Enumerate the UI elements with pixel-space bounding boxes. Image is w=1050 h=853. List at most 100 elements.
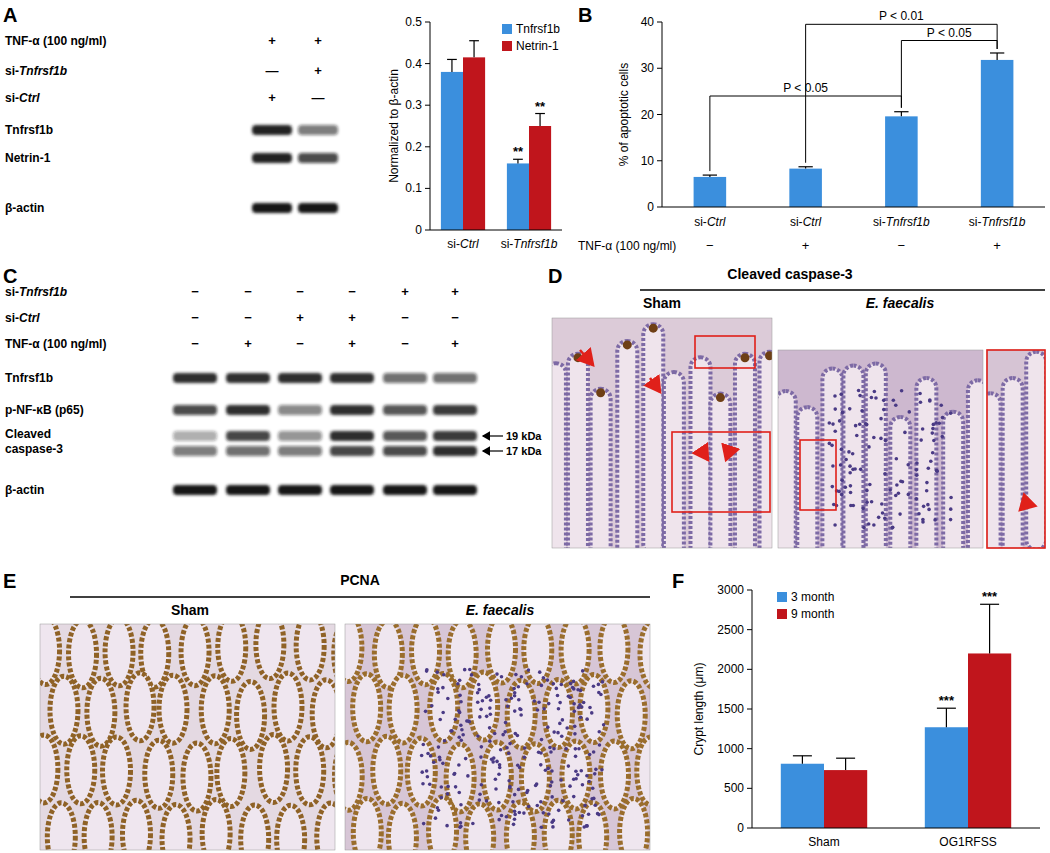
error-cap bbox=[836, 758, 855, 759]
infiltrate-cell bbox=[489, 712, 493, 716]
villus bbox=[664, 372, 684, 548]
condition-sign: − bbox=[191, 336, 199, 351]
infiltrate-cell bbox=[560, 683, 564, 687]
infiltrate-cell bbox=[844, 485, 848, 489]
blot-band bbox=[278, 405, 322, 415]
infiltrate-cell bbox=[425, 668, 429, 672]
infiltrate-cell bbox=[453, 718, 457, 722]
infiltrate-cell bbox=[517, 698, 521, 702]
infiltrate-cell bbox=[567, 818, 571, 822]
error-stem bbox=[901, 112, 902, 117]
infiltrate-cell bbox=[485, 715, 489, 719]
condition-sign: + bbox=[268, 90, 276, 105]
infiltrate-cell bbox=[550, 769, 554, 773]
micrograph-frame bbox=[552, 318, 772, 548]
infiltrate-cell bbox=[882, 399, 886, 403]
infiltrate-cell bbox=[600, 768, 604, 772]
infiltrate-cell bbox=[511, 800, 515, 804]
blot-band bbox=[330, 446, 374, 456]
crypt bbox=[483, 742, 511, 810]
infiltrate-cell bbox=[578, 703, 582, 707]
legend-label: 9 month bbox=[791, 607, 834, 621]
crypt bbox=[579, 802, 607, 850]
infiltrate-cell bbox=[527, 668, 531, 672]
comparison-label: P < 0.05 bbox=[927, 26, 972, 40]
condition-sign: + bbox=[314, 63, 322, 78]
infiltrate-cell bbox=[861, 507, 865, 511]
infiltrate-cell bbox=[461, 733, 465, 737]
infiltrate-cell bbox=[915, 473, 919, 477]
blot-band bbox=[383, 485, 427, 495]
y-tick bbox=[747, 629, 752, 630]
label-part: Ctrl bbox=[460, 237, 479, 251]
villus bbox=[1003, 378, 1023, 548]
treatment-sign: + bbox=[993, 238, 1001, 253]
panel-letter: F bbox=[672, 570, 684, 592]
infiltrate-cell bbox=[935, 469, 939, 473]
infiltrate-cell bbox=[934, 421, 938, 425]
stained-cell bbox=[649, 324, 658, 333]
infiltrate-cell bbox=[855, 434, 859, 438]
infiltrate-cell bbox=[849, 491, 853, 495]
infiltrate-cell bbox=[949, 496, 953, 500]
villus bbox=[1026, 352, 1045, 548]
group-label: Sham bbox=[643, 295, 681, 311]
error-stem bbox=[845, 758, 846, 770]
blot-band bbox=[433, 405, 477, 415]
infiltrate-cell bbox=[552, 819, 556, 823]
band-label: Netrin-1 bbox=[5, 151, 51, 165]
infiltrate-cell bbox=[857, 389, 861, 393]
infiltrate-cell bbox=[840, 493, 844, 497]
infiltrate-cell bbox=[525, 682, 529, 686]
crypt bbox=[122, 800, 150, 850]
error-stem bbox=[539, 114, 540, 126]
infiltrate-cell bbox=[420, 754, 424, 758]
crypt bbox=[620, 798, 648, 850]
infiltrate-cell bbox=[864, 422, 868, 426]
y-tick bbox=[747, 669, 752, 670]
infiltrate-cell bbox=[585, 717, 589, 721]
crypt bbox=[640, 624, 650, 688]
bar bbox=[781, 764, 824, 828]
crypt bbox=[600, 624, 628, 683]
condition-sign: — bbox=[312, 90, 325, 105]
infiltrate-cell bbox=[542, 707, 546, 711]
infiltrate-cell bbox=[422, 822, 426, 826]
error-bar bbox=[447, 59, 457, 71]
condition-sign: − bbox=[296, 336, 304, 351]
infiltrate-cell bbox=[931, 451, 935, 455]
infiltrate-cell bbox=[919, 438, 923, 442]
infiltrate-cell bbox=[518, 707, 522, 711]
infiltrate-cell bbox=[558, 701, 562, 705]
infiltrate-cell bbox=[497, 818, 501, 822]
y-tick-label: 0.3 bbox=[405, 98, 422, 112]
infiltrate-cell bbox=[949, 507, 953, 511]
y-tick bbox=[657, 160, 662, 161]
blot-band bbox=[383, 373, 427, 383]
label-line: caspase-3 bbox=[5, 442, 63, 456]
infiltrate-cell bbox=[571, 686, 575, 690]
infiltrate-cell bbox=[894, 403, 898, 407]
infiltrate-cell bbox=[505, 815, 509, 819]
crypt bbox=[183, 743, 211, 811]
condition-label: TNF-α (100 ng/ml) bbox=[5, 34, 106, 48]
micrograph-frame bbox=[40, 624, 335, 850]
infiltrate-cell bbox=[860, 409, 864, 413]
crypt bbox=[488, 624, 516, 683]
crypt bbox=[181, 624, 209, 686]
infiltrate-cell bbox=[459, 700, 463, 704]
infiltrate-cell bbox=[932, 439, 936, 443]
condition-sign: — bbox=[266, 63, 279, 78]
infiltrate-cell bbox=[497, 772, 501, 776]
infiltrate-cell bbox=[534, 784, 538, 788]
infiltrate-cell bbox=[892, 398, 896, 402]
infiltrate-cell bbox=[865, 423, 869, 427]
infiltrate-cell bbox=[441, 762, 445, 766]
crypt bbox=[256, 624, 284, 679]
infiltrate-cell bbox=[585, 774, 589, 778]
infiltrate-cell bbox=[493, 732, 497, 736]
infiltrate-cell bbox=[568, 784, 572, 788]
crypt bbox=[580, 675, 608, 743]
infiltrate-cell bbox=[907, 493, 911, 497]
crypt bbox=[296, 737, 324, 805]
